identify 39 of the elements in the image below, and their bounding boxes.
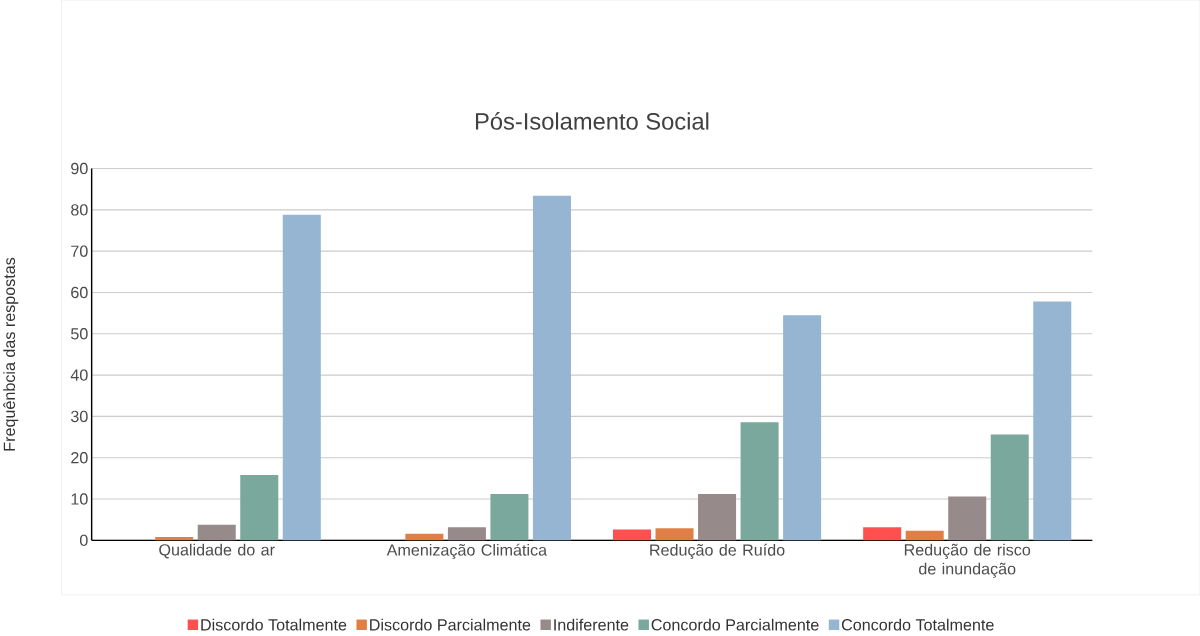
y-tick-label: 90: [71, 163, 88, 175]
x-tick-label: Amenização Climática: [386, 543, 548, 560]
x-tick-label: Redução de Ruído: [650, 543, 785, 560]
legend-label: Indiferente: [554, 618, 629, 631]
legend-label: Concordo Parcialmente: [651, 618, 819, 631]
bar: [197, 524, 236, 541]
x-tick-label: Redução de risco de inundação: [904, 543, 1031, 578]
bar: [655, 528, 694, 541]
y-tick-label: 40: [70, 369, 88, 382]
y-tick-label: 70: [71, 245, 88, 258]
bar: [948, 496, 987, 541]
legend-label: Discordo Totalmente: [201, 618, 347, 631]
bar: [990, 434, 1029, 541]
legend-label: Concordo Totalmente: [841, 618, 994, 631]
bar: [155, 537, 194, 541]
chart-title: Pós-Isolamento Social: [475, 112, 709, 130]
bar: [490, 494, 529, 541]
y-tick-label: 10: [71, 493, 88, 505]
bar: [532, 196, 571, 541]
bar: [612, 529, 652, 541]
bar: [1033, 301, 1072, 541]
y-tick-label: 0: [79, 534, 88, 547]
bar: [240, 475, 279, 541]
x-tick-label: Qualidade do ar: [159, 543, 275, 559]
y-tick-label: 60: [71, 286, 88, 299]
bar: [863, 527, 902, 541]
y-tick-label: 20: [71, 452, 88, 464]
bar: [282, 215, 321, 541]
y-tick-label: 80: [71, 204, 88, 216]
bar: [783, 315, 822, 541]
bar: [740, 422, 779, 541]
bar: [447, 527, 486, 541]
legend-label: Discordo Parcialmente: [370, 618, 531, 631]
bar: [698, 494, 737, 541]
y-axis-title: Frequênbcia das respostas: [3, 258, 19, 451]
y-tick-label: 50: [71, 328, 88, 340]
bar: [905, 531, 944, 541]
y-tick-label: 30: [70, 410, 88, 423]
bar: [405, 533, 444, 541]
